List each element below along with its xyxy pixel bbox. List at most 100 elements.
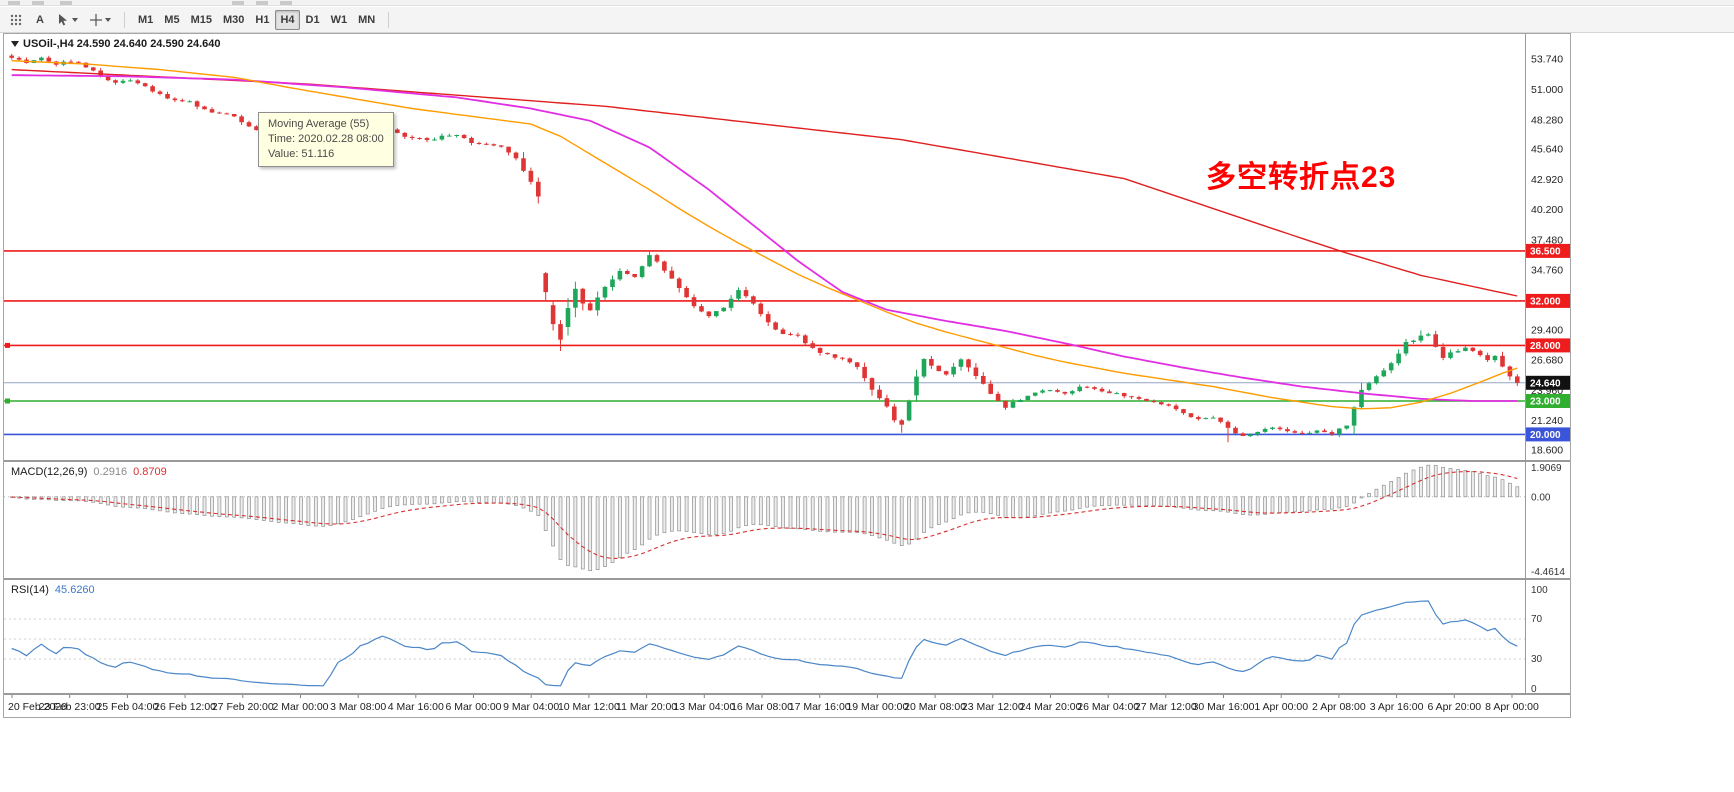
tf-button-mn[interactable]: MN [358, 13, 376, 26]
svg-text:32.000: 32.000 [1530, 296, 1561, 307]
macd-scale-zero: 0.00 [1531, 492, 1551, 503]
rsi-scale-label: 30 [1531, 654, 1543, 665]
clipped-icon [280, 1, 292, 5]
macd-panel[interactable]: 1.9069 0.00 -4.4614 [4, 462, 1570, 578]
panel-divider [4, 693, 1570, 695]
price-scale-label: 18.600 [1531, 445, 1563, 457]
macd-signal-line [11, 471, 1518, 560]
time-axis-label: 3 Apr 16:00 [1370, 701, 1424, 713]
time-axis-label: 27 Feb 20:00 [212, 701, 274, 713]
time-axis-label: 9 Mar 04:00 [503, 701, 559, 713]
rsi-scale-label: 100 [1531, 585, 1548, 596]
price-scale-label: 34.760 [1531, 265, 1563, 277]
time-axis-label: 20 Feb 2020 [8, 701, 67, 713]
time-axis-label: 23 Mar 12:00 [962, 701, 1024, 713]
rsi-label: RSI(14) 45.6260 [11, 584, 95, 596]
tf-button-h4[interactable]: H4 [275, 9, 300, 30]
price-badge-20.000: 20.000 [1526, 427, 1570, 442]
clipped-toolbar-row [0, 0, 1734, 6]
macd-value-main: 0.2916 [93, 466, 128, 478]
tf-button-m15[interactable]: M15 [190, 13, 212, 26]
hline-23.000[interactable] [4, 398, 1525, 404]
price-scale-label: 37.480 [1531, 235, 1563, 247]
macd-histogram [9, 464, 1520, 572]
rsi-scale-label: 70 [1531, 614, 1543, 625]
macd-canvas[interactable]: 1.9069 0.00 -4.4614 [4, 462, 1570, 578]
candles [9, 53, 1520, 443]
toolbar-separator [124, 11, 125, 28]
clipped-icon [232, 1, 244, 5]
price-scale-label: 26.680 [1531, 355, 1563, 367]
tf-button-m5[interactable]: M5 [164, 13, 180, 26]
ma-tooltip: Moving Average (55) Time: 2020.02.28 08:… [258, 112, 394, 167]
time-axis-label: 24 Mar 20:00 [1020, 701, 1082, 713]
time-axis-label: 30 Mar 16:00 [1193, 701, 1255, 713]
panel-divider[interactable] [4, 578, 1570, 580]
time-axis-label: 25 Feb 04:00 [96, 701, 158, 713]
toolbar-separator [388, 11, 390, 28]
rsi-value: 45.6260 [54, 584, 95, 596]
rsi-line [11, 600, 1518, 687]
chart-title: USOil-,H4 24.590 24.640 24.590 24.640 [11, 38, 221, 50]
price-badge-23.000: 23.000 [1526, 394, 1570, 408]
main-chart-canvas[interactable]: 53.740 51.000 48.280 45.640 42.920 40.200 37.4… [4, 34, 1570, 460]
font-tool-button[interactable]: A [29, 10, 51, 30]
price-scale-label: 51.000 [1531, 84, 1563, 96]
clipped-icon [8, 1, 20, 5]
main-chart-panel[interactable]: 53.740 51.000 48.280 45.640 42.920 40.200 37.4… [4, 34, 1570, 460]
price-scale: 53.740 51.000 48.280 45.640 42.920 40.200 37.4… [1531, 54, 1563, 457]
time-axis-label: 8 Apr 00:00 [1485, 701, 1539, 713]
tooltip-line: Value: 51.116 [268, 148, 335, 160]
price-scale-label: 42.920 [1531, 174, 1563, 186]
ma-mid-magenta [11, 74, 1518, 402]
price-scale-label: 48.280 [1531, 114, 1563, 126]
price-scale-label: 40.200 [1531, 204, 1563, 216]
price-badge-32.000: 32.000 [1526, 293, 1570, 308]
time-axis-label: 26 Mar 04:00 [1077, 701, 1139, 713]
crosshair-icon [90, 13, 102, 26]
clipped-icon [60, 1, 72, 5]
time-axis-label: 16 Mar 08:00 [731, 701, 793, 713]
price-scale-label: 21.240 [1531, 415, 1563, 427]
time-axis-label: 6 Apr 20:00 [1427, 701, 1481, 713]
tf-button-d1[interactable]: D1 [305, 13, 320, 26]
price-badge-36.500: 36.500 [1526, 243, 1570, 258]
chart-window: USOil-,H4 24.590 24.640 24.590 24.640 MA… [3, 33, 1571, 718]
tf-button-h1[interactable]: H1 [255, 13, 270, 26]
rsi-scale-label: 0 [1531, 684, 1537, 693]
rsi-panel[interactable]: 100 70 30 0 [4, 580, 1570, 695]
macd-value-signal: 0.8709 [133, 466, 167, 478]
time-axis-label: 20 Mar 08:00 [904, 701, 966, 713]
crosshair-tool-button[interactable] [85, 10, 116, 30]
tooltip-line: Time: 2020.02.28 08:00 [268, 133, 384, 145]
svg-text:20.000: 20.000 [1530, 430, 1561, 441]
ma-55-orange [11, 60, 1518, 410]
price-badge-28.000: 28.000 [1526, 338, 1570, 353]
time-axis-label: 23 Feb 23:00 [39, 701, 101, 713]
menu-grid-icon-button[interactable] [5, 10, 27, 30]
time-axis-label: 3 Mar 08:00 [330, 701, 386, 713]
time-axis-label: 13 Mar 04:00 [673, 701, 735, 713]
chart-title-text: USOil-,H4 24.590 24.640 24.590 24.640 [23, 38, 221, 50]
tf-button-m30[interactable]: M30 [222, 13, 245, 26]
hline-28.000[interactable] [4, 342, 1525, 348]
time-axis-label: 19 Mar 00:00 [846, 701, 908, 713]
rsi-canvas[interactable]: 100 70 30 0 [4, 580, 1570, 695]
tooltip-line: Moving Average (55) [268, 118, 370, 130]
price-scale-label: 29.400 [1531, 324, 1563, 336]
macd-scale-bottom: -4.4614 [1531, 567, 1565, 578]
clipped-icon [256, 1, 268, 5]
tf-button-w1[interactable]: W1 [330, 13, 348, 26]
price-scale-label: 45.640 [1531, 144, 1563, 156]
time-axis-label: 2 Apr 08:00 [1312, 701, 1366, 713]
cursor-tool-button[interactable] [53, 10, 83, 30]
panel-divider[interactable] [4, 460, 1570, 462]
chart-text-annotation[interactable]: 多空转折点23 [1206, 161, 1397, 194]
time-axis-label: 4 Mar 16:00 [388, 701, 444, 713]
time-axis[interactable]: 20 Feb 2020 23 Feb 23:00 25 Feb 04:00 26 Fe… [4, 695, 1570, 717]
tf-button-m1[interactable]: M1 [138, 13, 154, 26]
title-marker-icon [11, 41, 19, 47]
rsi-name: RSI(14) [11, 584, 49, 596]
time-axis-label: 26 Feb 12:00 [154, 701, 216, 713]
